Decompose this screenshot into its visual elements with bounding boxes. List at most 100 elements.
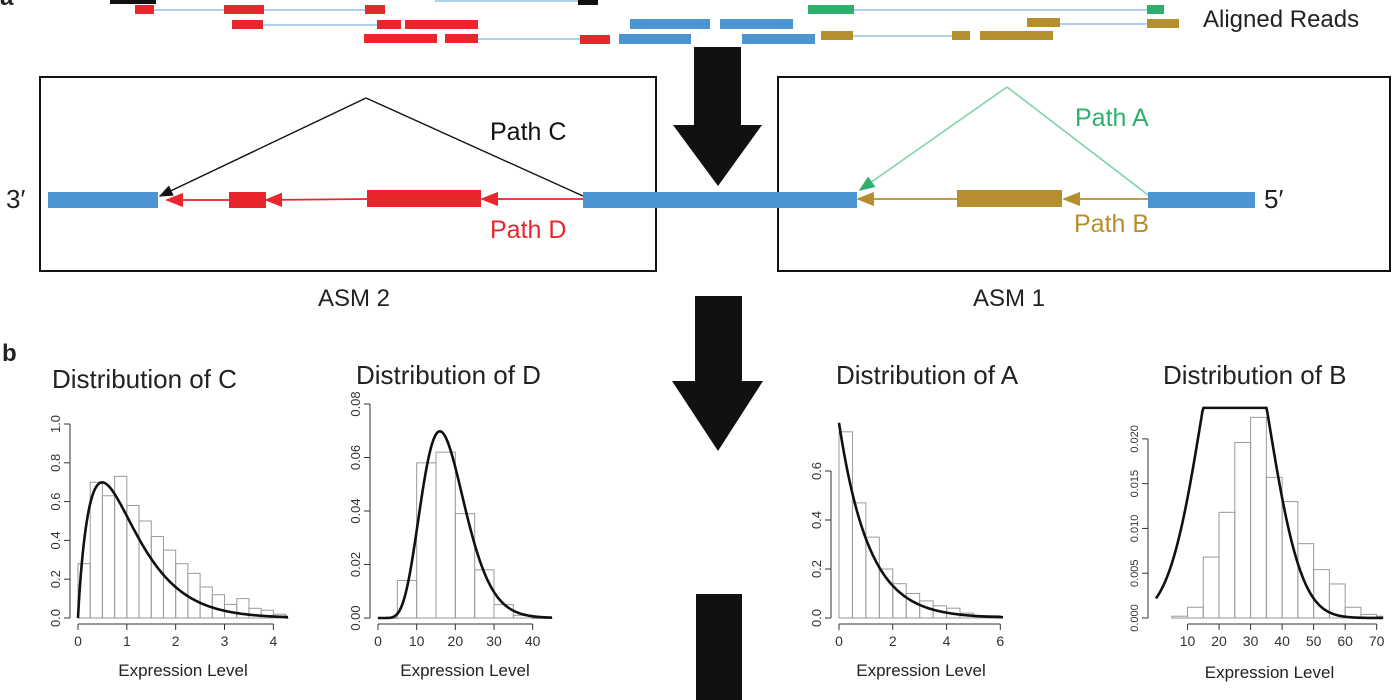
histogram-bar (101, 495, 116, 619)
y-tick-label: 0.020 (1129, 425, 1141, 453)
y-tick-label: 0.4 (48, 531, 63, 549)
x-tick-label: 70 (1369, 633, 1385, 649)
x-tick-label: 2 (889, 633, 897, 649)
y-tick-label: 0.010 (1129, 515, 1141, 543)
read-black (110, 0, 156, 4)
exon-5prime (1148, 192, 1255, 208)
asm2-box (39, 76, 657, 272)
asm2-label: ASM 2 (318, 285, 391, 312)
read-gold (1027, 18, 1060, 27)
x-axis-title: Expression Level (400, 661, 529, 680)
hist-a-title: Distribution of A (836, 360, 1019, 390)
read-blue (742, 34, 815, 44)
x-tick-label: 30 (1243, 633, 1259, 649)
x-tick-label: 0 (74, 633, 82, 649)
x-tick-label: 0 (374, 633, 382, 649)
x-tick-label: 30 (486, 633, 502, 649)
histogram-bar (187, 572, 201, 619)
histogram-bar (211, 594, 226, 619)
three-prime-label: 3′ (6, 184, 26, 214)
histogram-bar (905, 593, 921, 619)
path-a-label: Path A (1075, 104, 1149, 132)
y-tick-label: 0.8 (48, 454, 63, 472)
asm1-label: ASM 1 (973, 285, 1046, 312)
exon-middle (583, 192, 857, 208)
arrow-stem (696, 594, 742, 700)
read-red (364, 34, 437, 43)
read-red (224, 5, 264, 14)
y-tick-label: 0.0 (809, 609, 824, 627)
path-a-edge (858, 86, 1008, 191)
y-tick-label: 0.005 (1129, 559, 1141, 587)
histogram-bar (1218, 511, 1236, 619)
histogram-a: 0 2 4 6 0.0 0.2 0.4 0.6 Expression Level (809, 422, 1004, 680)
y-tick-label: 1.0 (48, 415, 63, 433)
x-tick-label: 0 (835, 633, 843, 649)
hist-b-title: Distribution of B (1163, 360, 1347, 390)
read-gold (821, 31, 853, 40)
histogram-bar (435, 451, 456, 619)
read-red (135, 5, 154, 14)
asm1-box (777, 76, 1391, 272)
histogram-bar (1202, 556, 1220, 619)
histogram-c: 0 1 2 3 4 0.0 0.2 0.4 0.6 0.8 1.0 Expression Level (48, 415, 289, 680)
histogram-bar (474, 569, 495, 619)
read-red (405, 20, 478, 29)
five-prime-label: 5′ (1264, 184, 1284, 214)
read-red (580, 35, 610, 44)
density-curve (76, 481, 289, 619)
density-curve (1154, 406, 1384, 620)
y-tick-label: 0.00 (348, 605, 363, 630)
histogram-bar (454, 513, 476, 619)
histogram-bar (1234, 441, 1252, 619)
histogram-bar (89, 481, 103, 619)
x-tick-label: 20 (1211, 633, 1227, 649)
x-tick-label: 10 (409, 633, 425, 649)
down-arrow-icon (673, 47, 762, 186)
splice-graph (48, 86, 1255, 208)
down-arrow-icon (672, 296, 763, 451)
histogram-bar (1265, 476, 1283, 619)
y-tick-label: 0.2 (48, 570, 63, 588)
y-tick-label: 0.015 (1129, 470, 1141, 498)
histogram-bar (126, 504, 140, 619)
y-tick-label: 0.06 (348, 445, 363, 470)
density-curve (378, 429, 553, 620)
x-tick-label: 60 (1337, 633, 1353, 649)
histogram-bar (150, 536, 164, 619)
y-tick-label: 0.000 (1129, 604, 1141, 632)
x-axis-title: Expression Level (1205, 663, 1334, 682)
histogram-bar (1328, 583, 1346, 619)
x-tick-label: 40 (1274, 633, 1290, 649)
histogram-bar (865, 536, 880, 619)
read-green (1147, 5, 1164, 14)
hist-c-title: Distribution of C (52, 364, 237, 394)
x-tick-label: 40 (525, 633, 541, 649)
x-tick-label: 10 (1180, 633, 1196, 649)
aligned-reads-label: Aligned Reads (1203, 6, 1360, 33)
panel-letter-b: b (2, 340, 17, 367)
read-gold (952, 31, 970, 40)
exon-red-small (229, 192, 266, 208)
y-tick-label: 0.02 (348, 552, 363, 577)
read-blue (630, 19, 710, 29)
read-black (578, 0, 598, 5)
read-blue (720, 19, 793, 29)
y-tick-label: 0.6 (809, 462, 824, 480)
path-a-edge (1006, 86, 1149, 196)
hist-d-title: Distribution of D (356, 360, 541, 390)
x-tick-label: 3 (221, 633, 229, 649)
x-tick-label: 50 (1306, 633, 1322, 649)
histogram-bar (416, 462, 437, 619)
x-axis-title: Expression Level (118, 661, 247, 680)
x-tick-label: 6 (996, 633, 1004, 649)
aligned-reads (110, 0, 1179, 44)
path-c-label: Path C (490, 118, 567, 146)
x-tick-label: 2 (172, 633, 180, 649)
x-tick-label: 20 (448, 633, 464, 649)
histogram-bar (1171, 615, 1189, 619)
x-tick-label: 1 (123, 633, 131, 649)
path-c-edge (365, 97, 584, 197)
read-red (377, 20, 401, 29)
y-tick-label: 0.04 (348, 498, 363, 523)
